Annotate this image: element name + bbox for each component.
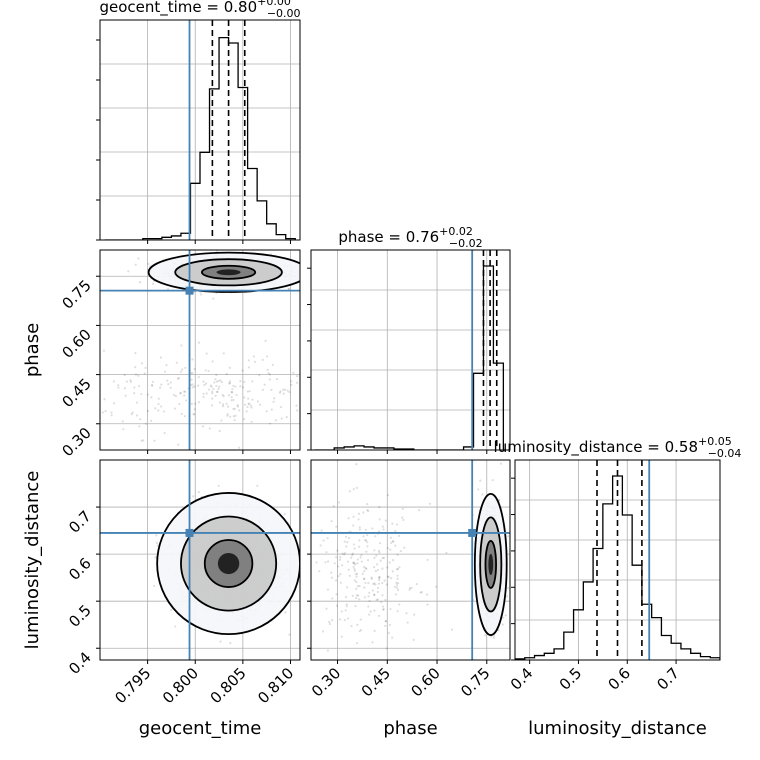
joint-geocent-distance-xtick-label: 0.810 [254,664,297,707]
hist-geocent-time-histogram [104,36,296,240]
hist-phase-title: phase = 0.76+0.02 −0.02 [338,225,482,250]
hist-luminosity-distance-xtick-label: 0.4 [507,664,537,694]
hist-luminosity-distance-xtick-label: 0.5 [556,664,586,694]
joint-geocent-distance-xtick-label: 0.795 [111,664,154,707]
joint-geocent-distance-ytick-label: 0.5 [65,601,95,631]
hist-geocent-time-title: geocent_time = 0.80+0.00 −0.00 [99,0,300,20]
hist-phase-frame [310,249,511,451]
joint-geocent-phase-frame [99,249,301,451]
joint-geocent-distance-ytick-label: 0.6 [65,554,95,584]
joint-geocent-phase-ytick-label: 0.60 [58,326,94,362]
x-axis-label-luminosity-distance: luminosity_distance [528,718,707,739]
joint-phase-distance-xtick-label: 0.30 [308,664,344,700]
hist-phase-histogram [314,265,505,450]
joint-geocent-distance-ytick-label: 0.7 [65,507,95,537]
hist-luminosity-distance-title: luminosity_distance = 0.58+0.05 −0.04 [494,435,742,460]
hist-luminosity-distance-xtick-label: 0.6 [604,664,634,694]
joint-geocent-distance-ytick-label: 0.4 [65,648,95,678]
joint-geocent-distance-xtick-label: 0.800 [159,664,202,707]
joint-phase-distance-xtick-label: 0.60 [408,664,444,700]
x-axis-label-geocent-time: geocent_time [139,718,262,739]
joint-phase-distance-xtick-label: 0.75 [457,664,493,700]
hist-luminosity-distance-frame [514,459,721,661]
hist-geocent-time-frame [99,19,301,241]
joint-geocent-phase-density-peak [216,269,241,276]
y-axis-label-phase: phase [22,323,43,377]
joint-geocent-phase-ytick-label: 0.30 [58,424,94,460]
joint-geocent-distance-density-peak [217,552,240,575]
hist-phase-grid [311,250,510,450]
joint-phase-distance-frame [310,459,511,661]
joint-geocent-distance-xtick-label: 0.805 [207,664,250,707]
joint-geocent-phase-ytick-label: 0.45 [58,375,94,411]
joint-phase-distance-density-peak [488,553,494,576]
hist-geocent-time-grid [100,20,300,240]
joint-geocent-phase-ytick-label: 0.75 [58,276,94,312]
hist-luminosity-distance-xtick-label: 0.7 [653,664,683,694]
joint-geocent-distance-truth-marker [185,528,194,537]
x-axis-label-phase: phase [383,718,437,739]
y-axis-label-luminosity-distance: luminosity_distance [22,471,43,650]
joint-geocent-phase-truth-marker [185,286,194,295]
joint-phase-distance-truth-marker [468,528,477,537]
joint-phase-distance-xtick-label: 0.45 [358,664,394,700]
joint-geocent-distance-frame [99,459,301,661]
